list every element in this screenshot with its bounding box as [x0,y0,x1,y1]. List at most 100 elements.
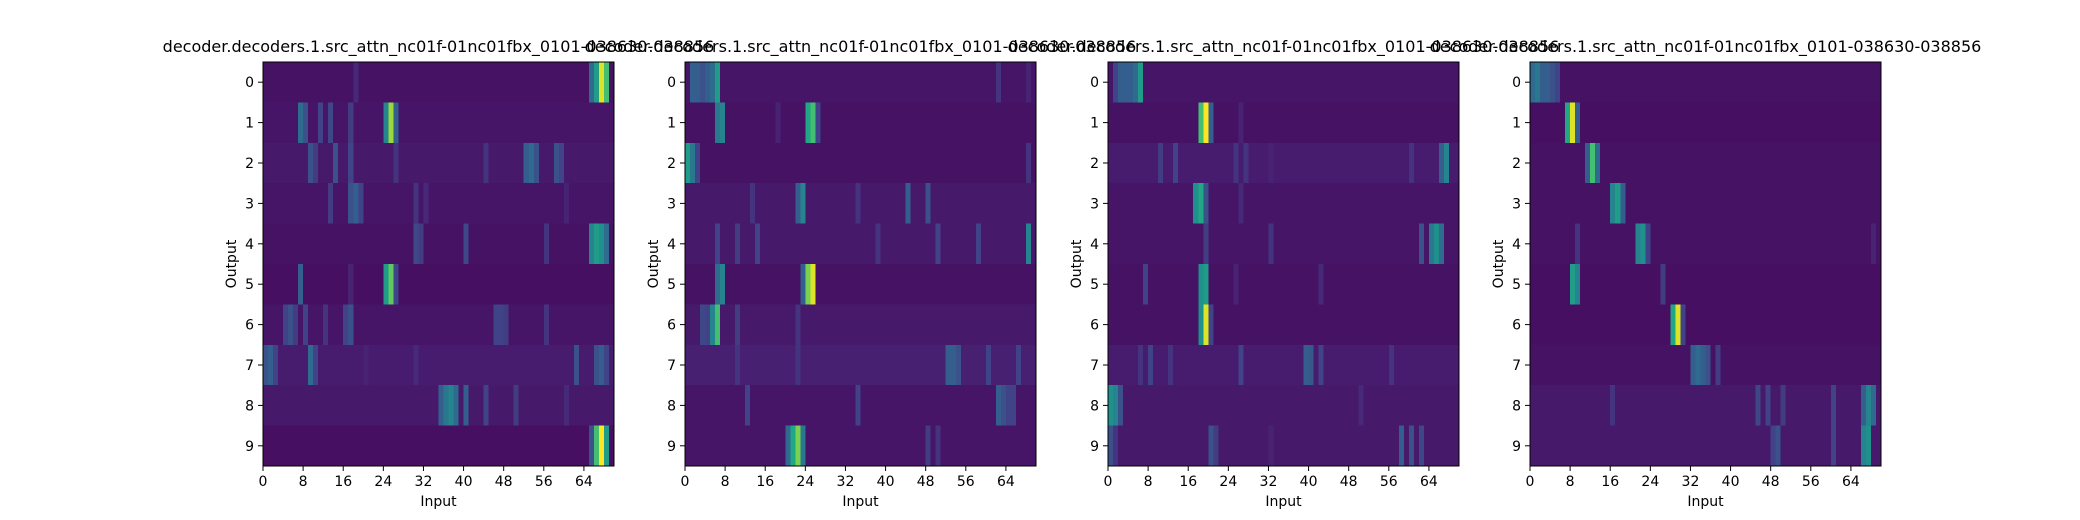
heatmap-cell [930,425,937,467]
heatmap-cell [393,425,399,467]
heatmap-cell [1025,223,1032,265]
heatmap-cell [870,62,877,103]
heatmap-cell [1118,183,1124,225]
heatmap-cell [1540,183,1546,225]
heatmap-cell [1163,102,1169,144]
heatmap-cell [1750,344,1757,386]
heatmap-cell [1700,62,1707,103]
heatmap-cell [700,385,706,427]
heatmap-cell [1348,142,1355,184]
heatmap-cell [815,142,821,184]
heatmap-cell [1298,264,1305,305]
heatmap-cell [925,223,932,265]
heatmap-cell [563,142,570,184]
heatmap-cell [885,102,892,144]
heatmap-cell [1163,183,1169,225]
y-tick-label: 7 [667,358,676,374]
heatmap-cell [1338,183,1345,225]
heatmap-cell [985,62,992,103]
heatmap-cell [915,344,922,386]
heatmap-cell [815,183,821,225]
heatmap-cell [438,264,445,305]
heatmap-cell [685,142,691,184]
heatmap-cell [343,142,349,184]
heatmap-cell [1695,62,1702,103]
heatmap-cell [1123,102,1129,144]
heatmap-cell [745,425,751,467]
heatmap-cell [770,385,776,427]
heatmap-cell [1775,304,1782,346]
heatmap-cell [268,223,274,265]
heatmap-cell [1560,344,1566,386]
heatmap-cell [1143,304,1149,346]
heatmap-cell [458,425,465,467]
heatmap-cell [1530,142,1536,184]
heatmap-cell [283,142,289,184]
heatmap-cell [1188,425,1194,467]
heatmap-cell [1258,344,1265,386]
heatmap-cell [1015,264,1022,305]
heatmap-cell [1710,425,1717,467]
heatmap-cell [1453,304,1460,346]
heatmap-cell [298,223,304,265]
heatmap-cell [1610,385,1616,427]
heatmap-cell [1333,223,1340,265]
heatmap-cell [1233,102,1239,144]
heatmap-cell [1785,344,1792,386]
heatmap-cell [263,183,269,225]
heatmap-cell [1635,62,1641,103]
heatmap-cell [1443,183,1450,225]
heatmap-cell [343,425,349,467]
heatmap-cell [263,304,269,346]
heatmap-cell [695,102,701,144]
heatmap-cell [1158,264,1164,305]
heatmap-cell [905,344,912,386]
heatmap-cell [690,264,696,305]
heatmap-cell [1178,102,1184,144]
heatmap-cell [1318,385,1325,427]
heatmap-cell [1438,304,1445,346]
heatmap-cell [368,385,374,427]
heatmap-cell [1705,142,1712,184]
heatmap-cell [730,344,736,386]
heatmap-cell [608,385,615,427]
heatmap-cell [433,223,440,265]
heatmap-cell [1000,264,1007,305]
heatmap-cell [1030,183,1037,225]
heatmap-cell [513,425,520,467]
heatmap-cell [318,425,324,467]
heatmap-cell [1650,223,1656,265]
heatmap-cell [1785,183,1792,225]
heatmap-cell [895,62,902,103]
heatmap-cell [695,385,701,427]
heatmap-cell [1640,344,1646,386]
heatmap-cell [985,102,992,144]
heatmap-cell [393,102,399,144]
heatmap-cell [1413,62,1420,103]
heatmap-cell [1775,264,1782,305]
heatmap-cell [1338,385,1345,427]
heatmap-cell [418,385,425,427]
heatmap-cell [1153,62,1159,103]
y-tick-label: 3 [1512,196,1521,212]
heatmap-cell [1025,344,1032,386]
heatmap-cell [263,264,269,305]
heatmap-cell [483,102,490,144]
heatmap-cell [1398,102,1405,144]
heatmap-cell [488,385,495,427]
heatmap-cell [700,223,706,265]
heatmap-cell [323,264,329,305]
heatmap-cell [820,264,826,305]
heatmap-cell [423,62,430,103]
heatmap-cell [378,344,384,386]
heatmap-cell [283,102,289,144]
heatmap-cell [1620,183,1626,225]
heatmap-cell [705,344,711,386]
heatmap-cell [1228,344,1234,386]
heatmap-cell [1610,264,1616,305]
heatmap-cell [1108,142,1114,184]
heatmap-cell [428,62,435,103]
heatmap-cell [1590,183,1596,225]
heatmap-cell [1183,62,1189,103]
heatmap-cell [1428,304,1435,346]
